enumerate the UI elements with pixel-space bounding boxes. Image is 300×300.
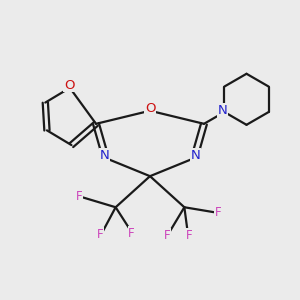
- Text: N: N: [99, 149, 109, 162]
- Text: N: N: [191, 149, 201, 162]
- Text: F: F: [186, 229, 192, 242]
- Text: O: O: [145, 102, 155, 115]
- Text: F: F: [164, 229, 170, 242]
- Text: F: F: [128, 227, 135, 240]
- Text: F: F: [97, 228, 103, 241]
- Text: F: F: [76, 190, 82, 203]
- Text: O: O: [64, 79, 74, 92]
- Text: N: N: [218, 104, 228, 117]
- Text: F: F: [214, 206, 221, 219]
